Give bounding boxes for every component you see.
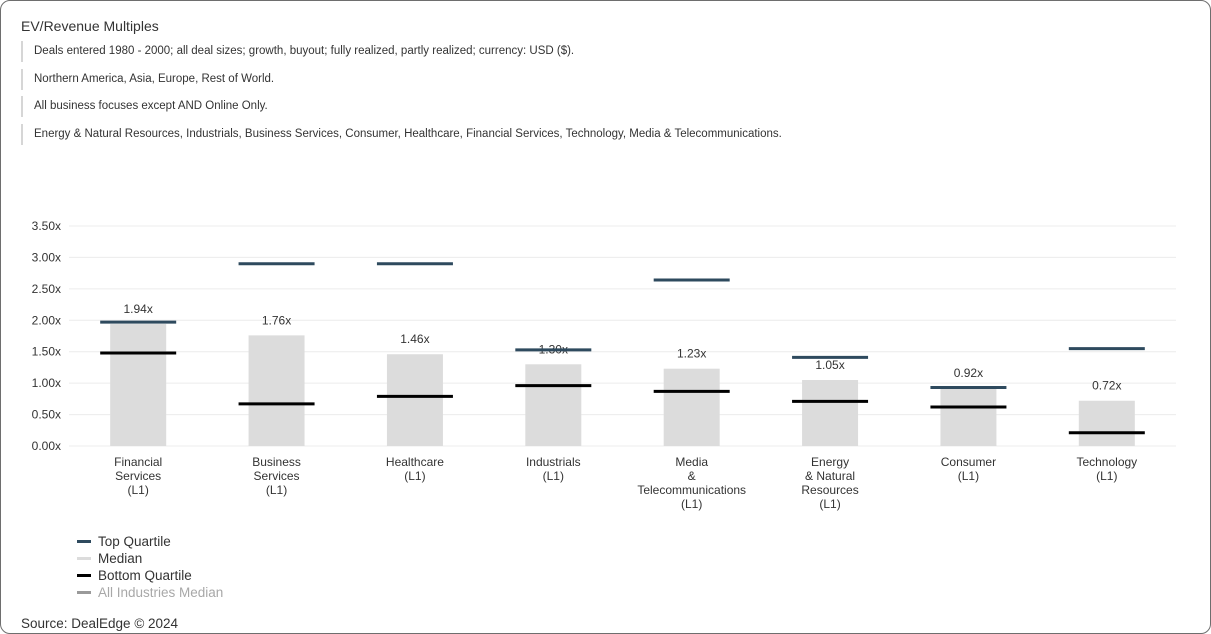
x-category-label-line: Resources	[801, 483, 858, 497]
median-bar	[1078, 400, 1135, 446]
filter-summary: Deals entered 1980 - 2000; all deal size…	[21, 41, 782, 151]
x-category-label-line: Healthcare	[386, 455, 444, 469]
x-category-label-line: Industrials	[526, 455, 581, 469]
x-category-label-line: & Natural	[805, 469, 855, 483]
median-bar	[248, 335, 305, 446]
y-tick-label: 3.00x	[32, 250, 61, 264]
median-data-label: 1.46x	[400, 332, 429, 346]
x-category-label: Technology (L1)	[1076, 455, 1137, 483]
legend-swatch-all-industries-median	[77, 591, 91, 594]
legend-item-bottom-quartile[interactable]: Bottom Quartile	[77, 567, 223, 584]
y-tick-label: 0.00x	[32, 439, 61, 453]
legend-label: Bottom Quartile	[98, 568, 192, 583]
legend-label: Top Quartile	[98, 534, 171, 549]
x-category-label: Media & Telecommunications (L1)	[637, 455, 746, 511]
filter-business-focus: All business focuses except AND Online O…	[21, 96, 782, 117]
x-category-label-line: Energy	[811, 455, 849, 469]
legend-item-median[interactable]: Median	[77, 550, 223, 567]
y-tick-label: 3.50x	[32, 219, 61, 233]
median-bar	[663, 368, 720, 446]
source-note: Source: DealEdge © 2024	[21, 616, 179, 631]
x-category-label: Financial Services (L1)	[114, 455, 162, 497]
x-category-label: Energy & Natural Resources (L1)	[801, 455, 858, 511]
median-data-label: 1.05x	[815, 358, 844, 372]
x-category-label-line: (L1)	[958, 469, 979, 483]
x-category-label: Industrials (L1)	[526, 455, 581, 483]
x-category-label: Healthcare (L1)	[386, 455, 444, 483]
x-category-label: Consumer (L1)	[941, 455, 996, 483]
y-tick-label: 2.00x	[32, 313, 61, 327]
x-category-label-line: Telecommunications	[637, 483, 746, 497]
y-tick-label: 0.50x	[32, 408, 61, 422]
y-tick-label: 2.50x	[32, 282, 61, 296]
x-category-label-line: (L1)	[819, 497, 840, 511]
median-data-label: 1.76x	[262, 313, 291, 327]
median-bar	[110, 324, 167, 446]
median-data-label: 1.94x	[124, 302, 153, 316]
x-category-label-line: Media	[675, 455, 708, 469]
x-category-label-line: (L1)	[681, 497, 702, 511]
legend-swatch-bottom-quartile	[77, 574, 91, 577]
median-bar	[802, 380, 859, 446]
median-bar	[525, 364, 582, 446]
legend-item-all-industries-median[interactable]: All Industries Median	[77, 584, 223, 601]
legend-item-top-quartile[interactable]: Top Quartile	[77, 533, 223, 550]
x-category-label-line: &	[688, 469, 696, 483]
x-category-label-line: (L1)	[1096, 469, 1117, 483]
median-data-label: 0.92x	[954, 366, 983, 380]
x-category-label-line: (L1)	[128, 483, 149, 497]
x-category-label-line: (L1)	[543, 469, 564, 483]
legend-swatch-median	[77, 557, 91, 560]
filter-deal-criteria: Deals entered 1980 - 2000; all deal size…	[21, 41, 782, 62]
x-category-label-line: Business	[252, 455, 301, 469]
y-tick-label: 1.00x	[32, 376, 61, 390]
chart-title: EV/Revenue Multiples	[21, 18, 159, 34]
legend-swatch-top-quartile	[77, 540, 91, 543]
median-data-label: 0.72x	[1092, 379, 1121, 393]
legend-label: All Industries Median	[98, 585, 224, 600]
filter-industries: Energy & Natural Resources, Industrials,…	[21, 123, 782, 145]
x-category-label-line: Financial	[114, 455, 162, 469]
filter-regions: Northern America, Asia, Europe, Rest of …	[21, 68, 782, 90]
x-category-label-line: Services	[254, 469, 300, 483]
y-tick-label: 1.50x	[32, 345, 61, 359]
chart-legend: Top Quartile Median Bottom Quartile All …	[77, 533, 223, 601]
x-category-label-line: (L1)	[266, 483, 287, 497]
x-category-label-line: Technology	[1076, 455, 1137, 469]
x-category-label: Business Services (L1)	[252, 455, 301, 497]
legend-label: Median	[98, 551, 143, 566]
x-category-label-line: (L1)	[404, 469, 425, 483]
x-category-label-line: Consumer	[941, 455, 996, 469]
x-category-label-line: Services	[115, 469, 161, 483]
median-bar	[940, 388, 997, 446]
median-data-label: 1.23x	[677, 347, 706, 361]
median-bar	[386, 354, 443, 446]
